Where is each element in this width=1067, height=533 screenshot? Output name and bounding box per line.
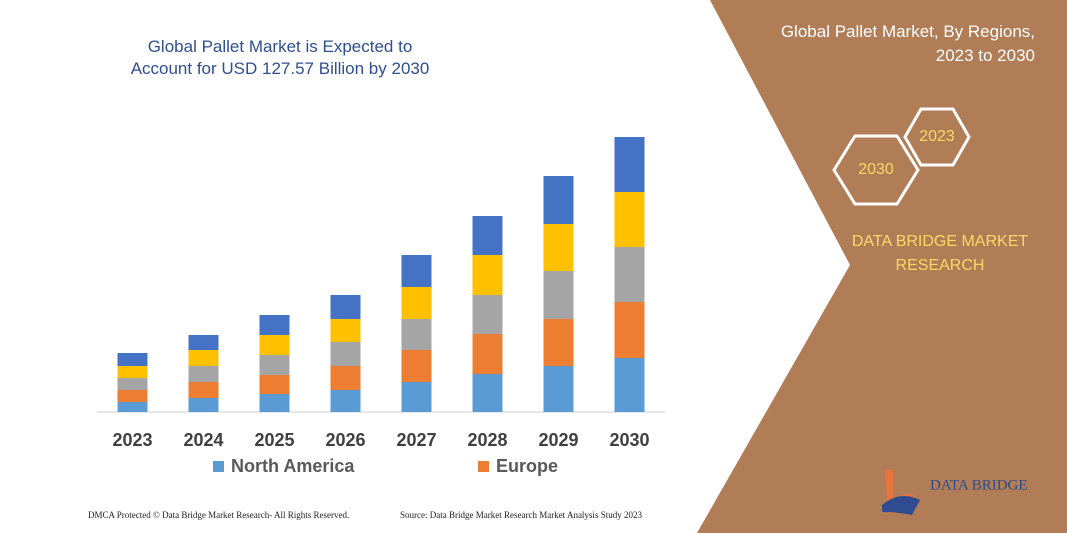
legend-swatch xyxy=(213,461,224,472)
bar-segment xyxy=(401,319,432,350)
hexagon-label: 2030 xyxy=(858,161,894,178)
bar-segment xyxy=(401,255,432,287)
bar-segment xyxy=(117,402,148,412)
side-panel xyxy=(697,0,1067,533)
bar-segment xyxy=(259,394,290,412)
bar-segment xyxy=(472,216,503,255)
bar-segment xyxy=(543,176,574,224)
bar-segment xyxy=(330,319,361,342)
bar-segment xyxy=(543,319,574,366)
bar-segment xyxy=(614,302,645,358)
bar-segment xyxy=(543,271,574,319)
bar-segment xyxy=(117,390,148,402)
hexagon xyxy=(832,134,920,206)
bar-segment xyxy=(472,374,503,412)
brand-name: DATA BRIDGE MARKET RESEARCH xyxy=(851,233,1029,274)
bar-segment xyxy=(188,335,219,350)
bar-segment xyxy=(472,334,503,374)
bar-segment xyxy=(117,353,148,366)
bar-segment xyxy=(188,350,219,366)
bar-segment xyxy=(188,366,219,382)
chart-title: Global Pallet Market is Expected to Acco… xyxy=(130,37,430,78)
bar-segment xyxy=(259,335,290,355)
bar-segment xyxy=(401,350,432,382)
bar-segment xyxy=(259,315,290,335)
bar-segment xyxy=(117,378,148,390)
bar-segment xyxy=(259,375,290,394)
bar-segment xyxy=(330,342,361,366)
bar-segment xyxy=(401,287,432,319)
bar-segment xyxy=(401,382,432,412)
bar-segment xyxy=(614,247,645,302)
bar-segment xyxy=(614,192,645,247)
hexagon xyxy=(903,107,971,167)
x-tick-label: 2026 xyxy=(325,430,365,450)
x-tick-label: 2027 xyxy=(396,430,436,450)
panel-heading: Global Pallet Market, By Regions, 2023 t… xyxy=(780,22,1035,65)
bar-segment xyxy=(117,366,148,378)
bar-segment xyxy=(543,366,574,412)
x-tick-label: 2024 xyxy=(183,430,223,450)
bar-segment xyxy=(330,390,361,412)
x-tick-label: 2025 xyxy=(254,430,294,450)
bar-segment xyxy=(188,382,219,398)
x-tick-label: 2028 xyxy=(467,430,507,450)
bar-segment xyxy=(614,137,645,192)
bar-segment xyxy=(330,366,361,390)
x-tick-label: 2030 xyxy=(609,430,649,450)
hexagon-label: 2023 xyxy=(919,128,955,145)
bar-segment xyxy=(259,355,290,375)
x-tick-label: 2023 xyxy=(112,430,152,450)
bar-segment xyxy=(188,398,219,412)
x-tick-label: 2029 xyxy=(538,430,578,450)
legend-label: Europe xyxy=(496,456,558,476)
bar-segment xyxy=(472,295,503,334)
logo-text: DATA BRIDGE xyxy=(930,477,1028,493)
footer-left: DMCA Protected © Data Bridge Market Rese… xyxy=(88,510,350,520)
bar-segment xyxy=(330,295,361,319)
footer-right: Source: Data Bridge Market Research Mark… xyxy=(400,510,642,520)
logo-mark xyxy=(882,496,920,515)
legend-swatch xyxy=(478,461,489,472)
bar-segment xyxy=(472,255,503,295)
bar-segment xyxy=(543,224,574,271)
legend-label: North America xyxy=(231,456,355,476)
bar-segment xyxy=(614,358,645,412)
